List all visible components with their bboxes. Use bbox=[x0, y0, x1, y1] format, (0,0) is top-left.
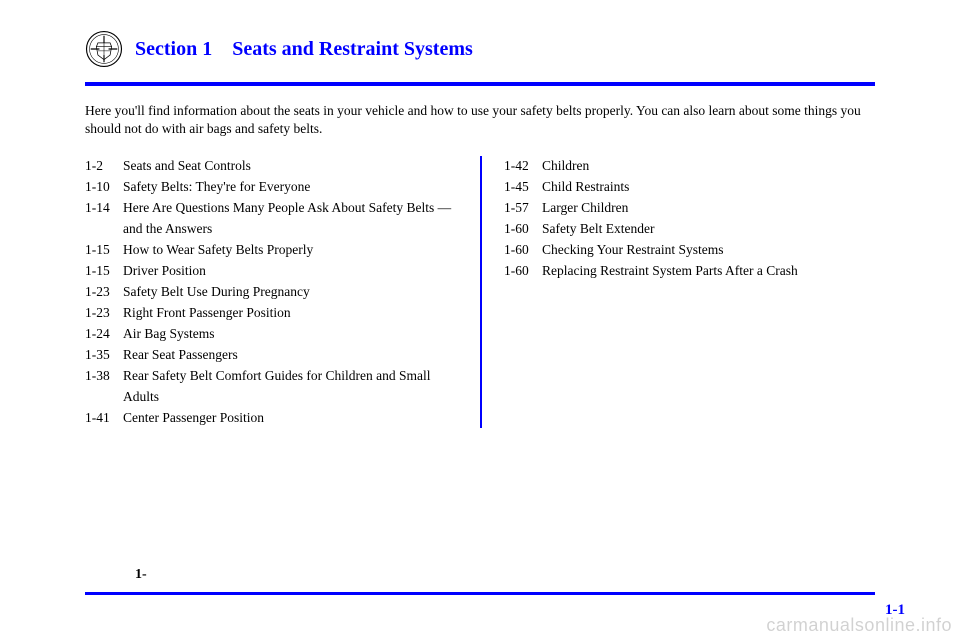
toc-entry-title: Safety Belts: They're for Everyone bbox=[123, 177, 458, 198]
toc-entry-title: Driver Position bbox=[123, 261, 458, 282]
footer-divider bbox=[85, 592, 875, 595]
toc-entry-title: How to Wear Safety Belts Properly bbox=[123, 240, 458, 261]
toc-entry-title: Here Are Questions Many People Ask About… bbox=[123, 198, 458, 240]
toc-entry-title: Safety Belt Extender bbox=[542, 219, 875, 240]
toc-page-ref: 1-2 bbox=[85, 156, 123, 177]
toc-row: 1-15Driver Position bbox=[85, 261, 458, 282]
toc-page-ref: 1-35 bbox=[85, 345, 123, 366]
toc-row: 1-2Seats and Seat Controls bbox=[85, 156, 458, 177]
toc-page-ref: 1-24 bbox=[85, 324, 123, 345]
toc-row: 1-60Checking Your Restraint Systems bbox=[504, 240, 875, 261]
page-content: Section 1 Seats and Restraint Systems He… bbox=[85, 30, 875, 428]
toc-page-ref: 1-23 bbox=[85, 303, 123, 324]
toc-row: 1-57Larger Children bbox=[504, 198, 875, 219]
toc-page-ref: 1-10 bbox=[85, 177, 123, 198]
brand-crest-icon bbox=[85, 30, 123, 68]
toc-row: 1-42Children bbox=[504, 156, 875, 177]
toc-row: 1-14Here Are Questions Many People Ask A… bbox=[85, 198, 458, 240]
toc-entry-title: Right Front Passenger Position bbox=[123, 303, 458, 324]
toc-page-ref: 1-38 bbox=[85, 366, 123, 408]
toc-page-ref: 1-60 bbox=[504, 219, 542, 240]
toc-columns: 1-2Seats and Seat Controls1-10Safety Bel… bbox=[85, 156, 875, 428]
toc-entry-title: Safety Belt Use During Pregnancy bbox=[123, 282, 458, 303]
toc-entry-title: Checking Your Restraint Systems bbox=[542, 240, 875, 261]
header-divider bbox=[85, 82, 875, 86]
toc-page-ref: 1-15 bbox=[85, 261, 123, 282]
section-title-text: Seats and Restraint Systems bbox=[232, 38, 473, 60]
toc-entry-title: Replacing Restraint System Parts After a… bbox=[542, 261, 875, 282]
toc-page-ref: 1-41 bbox=[85, 408, 123, 429]
toc-entry-title: Rear Seat Passengers bbox=[123, 345, 458, 366]
toc-entry-title: Seats and Seat Controls bbox=[123, 156, 458, 177]
toc-entry-title: Rear Safety Belt Comfort Guides for Chil… bbox=[123, 366, 458, 408]
toc-row: 1-45Child Restraints bbox=[504, 177, 875, 198]
toc-page-ref: 1-15 bbox=[85, 240, 123, 261]
toc-row: 1-60Replacing Restraint System Parts Aft… bbox=[504, 261, 875, 282]
toc-row: 1-23Safety Belt Use During Pregnancy bbox=[85, 282, 458, 303]
toc-page-ref: 1-23 bbox=[85, 282, 123, 303]
toc-column-right: 1-42Children1-45Child Restraints1-57Larg… bbox=[480, 156, 875, 428]
toc-row: 1-15How to Wear Safety Belts Properly bbox=[85, 240, 458, 261]
toc-page-ref: 1-45 bbox=[504, 177, 542, 198]
toc-entry-title: Larger Children bbox=[542, 198, 875, 219]
section-header: Section 1 Seats and Restraint Systems bbox=[85, 30, 875, 68]
toc-row: 1-38Rear Safety Belt Comfort Guides for … bbox=[85, 366, 458, 408]
toc-entry-title: Child Restraints bbox=[542, 177, 875, 198]
toc-row: 1-35Rear Seat Passengers bbox=[85, 345, 458, 366]
toc-page-ref: 1-57 bbox=[504, 198, 542, 219]
toc-entry-title: Children bbox=[542, 156, 875, 177]
toc-row: 1-24Air Bag Systems bbox=[85, 324, 458, 345]
toc-row: 1-41Center Passenger Position bbox=[85, 408, 458, 429]
toc-column-left: 1-2Seats and Seat Controls1-10Safety Bel… bbox=[85, 156, 480, 428]
toc-page-ref: 1-60 bbox=[504, 261, 542, 282]
toc-row: 1-60Safety Belt Extender bbox=[504, 219, 875, 240]
toc-row: 1-23Right Front Passenger Position bbox=[85, 303, 458, 324]
footer-left-marker: 1- bbox=[135, 567, 147, 583]
toc-page-ref: 1-14 bbox=[85, 198, 123, 240]
toc-page-ref: 1-42 bbox=[504, 156, 542, 177]
section-label-text: Section 1 bbox=[135, 38, 212, 60]
toc-entry-title: Center Passenger Position bbox=[123, 408, 458, 429]
watermark-text: carmanualsonline.info bbox=[766, 615, 952, 636]
intro-paragraph: Here you'll find information about the s… bbox=[85, 102, 875, 138]
toc-row: 1-10Safety Belts: They're for Everyone bbox=[85, 177, 458, 198]
toc-page-ref: 1-60 bbox=[504, 240, 542, 261]
toc-entry-title: Air Bag Systems bbox=[123, 324, 458, 345]
section-title: Section 1 Seats and Restraint Systems bbox=[135, 38, 473, 61]
